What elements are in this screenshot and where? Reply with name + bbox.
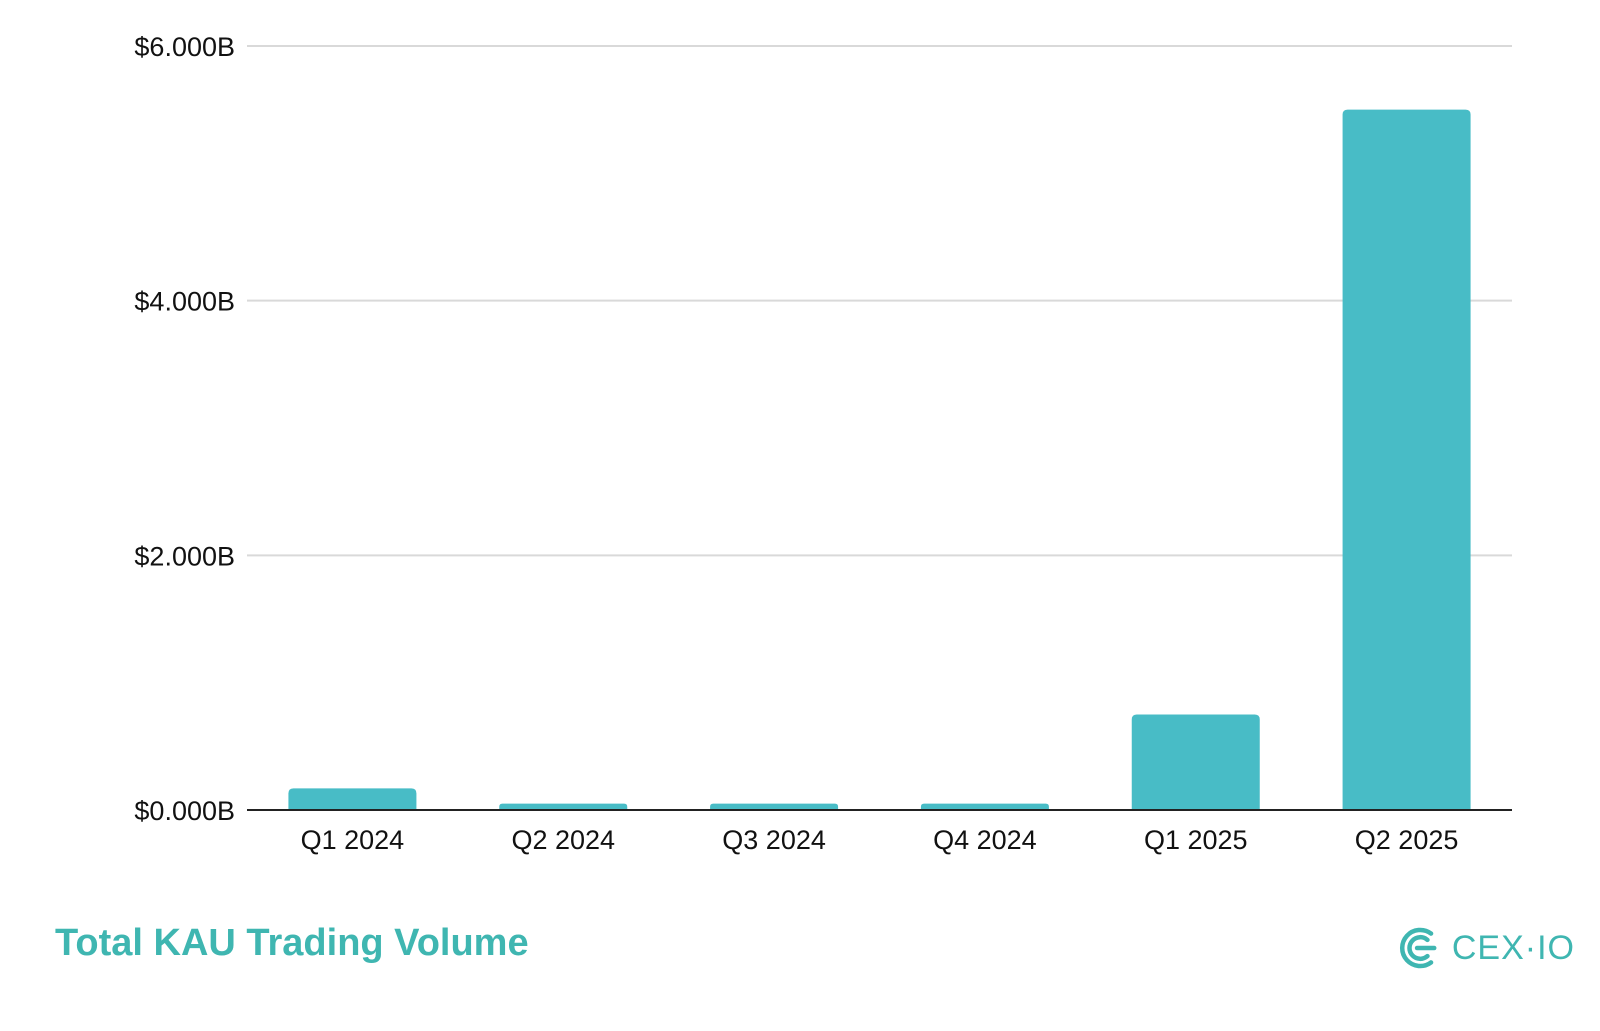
x-tick-label: Q4 2024	[933, 825, 1037, 855]
x-tick-label: Q1 2024	[301, 825, 405, 855]
bar-q3-2024	[710, 803, 839, 810]
bar-q2-2024	[499, 803, 628, 810]
cex-io-logo-icon	[1400, 927, 1437, 969]
y-tick-label: $2.000B	[134, 541, 235, 571]
bar-q1-2025	[1131, 714, 1260, 810]
bars	[288, 109, 1471, 810]
bar-q2-2025	[1342, 109, 1471, 810]
x-tick-label: Q2 2025	[1355, 825, 1459, 855]
chart-title: Total KAU Trading Volume	[55, 922, 529, 964]
x-tick-label: Q2 2024	[511, 825, 615, 855]
y-tick-label: $0.000B	[134, 796, 235, 826]
y-axis-tick-labels: $0.000B $2.000B $4.000B $6.000B	[134, 32, 235, 826]
x-axis-tick-labels: Q1 2024 Q2 2024 Q3 2024 Q4 2024 Q1 2025 Q2 20…	[301, 825, 1459, 855]
y-tick-label: $6.000B	[134, 32, 235, 62]
x-tick-label: Q3 2024	[722, 825, 826, 855]
cex-io-logo: CEX·IO	[1395, 922, 1575, 974]
bar-q1-2024	[288, 788, 417, 810]
y-tick-label: $4.000B	[134, 287, 235, 317]
bar-chart: $0.000B $2.000B $4.000B $6.000B Q1 2024 Q2 2…	[134, 32, 1512, 855]
bar-q4-2024	[920, 803, 1049, 810]
cex-io-logo-text: CEX·IO	[1451, 928, 1575, 967]
x-tick-label: Q1 2025	[1144, 825, 1248, 855]
gridlines	[247, 45, 1512, 557]
